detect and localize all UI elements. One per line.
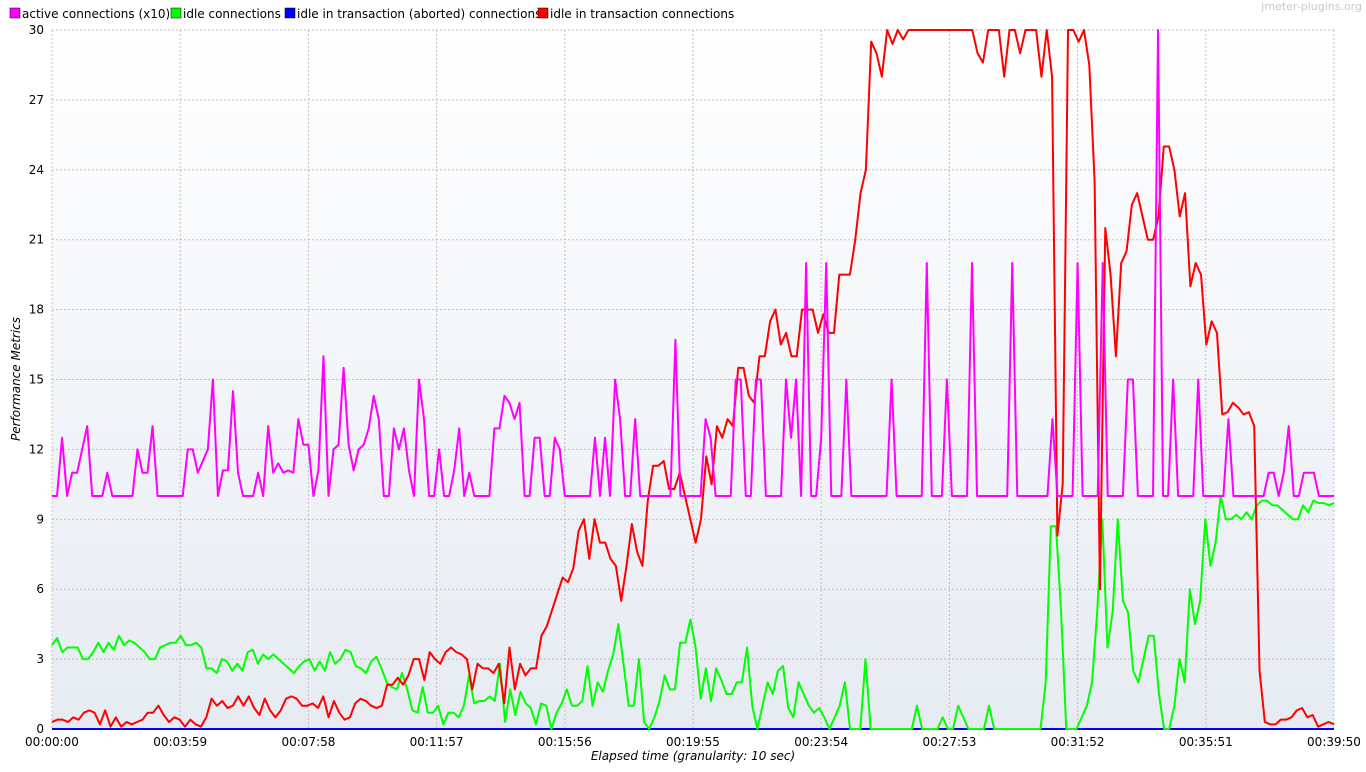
- series-lines: [51, 29, 1335, 730]
- legend-label: active connections (x10): [22, 7, 170, 21]
- legend-label: idle in transaction (aborted) connection…: [297, 7, 541, 21]
- watermark: jmeter-plugins.org: [1260, 0, 1362, 13]
- x-tick-label: 00:07:58: [281, 735, 335, 749]
- y-tick-label: 18: [29, 303, 44, 317]
- legend-swatch: [170, 7, 182, 19]
- y-tick-label: 15: [29, 373, 44, 387]
- legend: active connections (x10) idle connections…: [9, 7, 734, 21]
- x-tick-label: 00:27:53: [922, 735, 976, 749]
- y-tick-label: 21: [29, 233, 44, 247]
- y-axis-ticks: 0 3 6 9 12 15 18 21 24 27 30: [29, 23, 44, 736]
- legend-swatch: [284, 7, 296, 19]
- grid-lines: [51, 29, 1335, 730]
- x-tick-label: 00:39:50: [1307, 735, 1361, 749]
- x-axis-ticks: 00:00:00 00:03:59 00:07:58 00:11:57 00:15:56…: [25, 735, 1361, 749]
- series-line-0: [52, 29, 1334, 497]
- x-tick-label: 00:31:52: [1051, 735, 1105, 749]
- legend-label: idle connections: [183, 7, 281, 21]
- x-tick-label: 00:35:51: [1179, 735, 1233, 749]
- y-tick-label: 9: [36, 512, 44, 526]
- legend-label: idle in transaction connections: [550, 7, 734, 21]
- x-tick-label: 00:23:54: [794, 735, 848, 749]
- y-axis-title: Performance Metrics: [9, 317, 23, 441]
- y-tick-label: 27: [29, 93, 44, 107]
- y-tick-label: 30: [29, 23, 44, 37]
- y-tick-label: 3: [36, 652, 44, 666]
- y-tick-label: 24: [29, 163, 44, 177]
- x-tick-label: 00:00:00: [25, 735, 79, 749]
- y-tick-label: 12: [29, 442, 44, 456]
- x-tick-label: 00:19:55: [666, 735, 720, 749]
- legend-swatch: [9, 7, 21, 19]
- series-line-3: [51, 29, 1335, 728]
- x-axis-title: Elapsed time (granularity: 10 sec): [591, 749, 795, 763]
- legend-swatch: [537, 7, 549, 19]
- x-tick-label: 00:15:56: [538, 735, 592, 749]
- series-line-1: [51, 495, 1335, 730]
- x-tick-label: 00:11:57: [410, 735, 464, 749]
- y-tick-label: 6: [36, 582, 44, 596]
- x-tick-label: 00:03:59: [153, 735, 207, 749]
- y-tick-label: 0: [36, 722, 44, 736]
